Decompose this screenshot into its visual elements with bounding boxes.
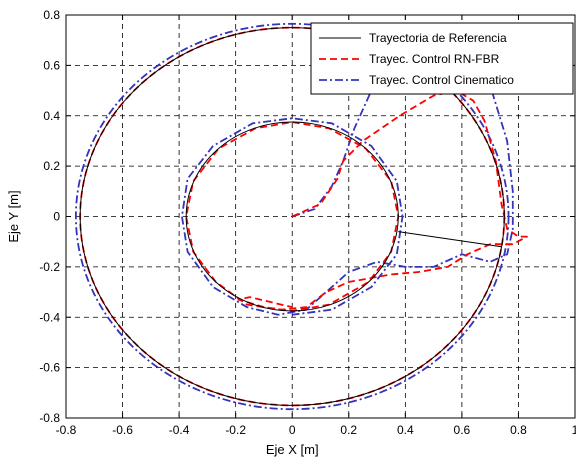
x-tick-label: 0.2	[340, 423, 357, 437]
axis-ticks: -0.8 -0.6 -0.4 -0.2 0 0.2 0.4 0.6 0.8 1 -0.8 -0.6 -0…	[39, 8, 576, 437]
x-tick-label: 0.4	[397, 423, 414, 437]
y-tick-label: 0.2	[43, 159, 60, 173]
x-tick-label: 1	[572, 423, 576, 437]
x-axis-label: Eje X [m]	[266, 442, 319, 457]
y-tick-label: 0.8	[43, 8, 60, 22]
y-axis-label: Eje Y [m]	[6, 190, 21, 242]
legend: Trayectoria de Referencia Trayec. Contro…	[310, 22, 574, 95]
y-tick-label: -0.6	[39, 361, 60, 375]
series-reference-circle-2	[79, 27, 505, 406]
x-tick-label: 0.8	[510, 423, 527, 437]
x-tick-label: -0.6	[112, 423, 133, 437]
x-tick-label: 0.6	[454, 423, 471, 437]
legend-label-reference: Trayectoria de Referencia	[369, 31, 507, 45]
y-tick-label: 0.4	[43, 109, 60, 123]
x-tick-label: 0	[289, 423, 296, 437]
x-tick-label: -0.4	[169, 423, 190, 437]
y-tick-label: -0.2	[39, 260, 60, 274]
y-tick-label: -0.8	[39, 411, 60, 425]
y-tick-label: -0.4	[39, 310, 60, 324]
x-tick-label: -0.2	[225, 423, 246, 437]
series-reference-segment	[398, 231, 502, 248]
legend-label-cinematico: Trayec. Control Cinematico	[369, 73, 514, 87]
y-tick-label: 0	[53, 210, 60, 224]
legend-label-rn-fbr: Trayec. Control RN-FBR	[369, 52, 500, 66]
y-tick-label: 0.6	[43, 58, 60, 72]
x-tick-label: -0.8	[56, 423, 77, 437]
series-cinematico-outer	[74, 22, 510, 411]
series-reference-circle-0	[185, 121, 399, 312]
